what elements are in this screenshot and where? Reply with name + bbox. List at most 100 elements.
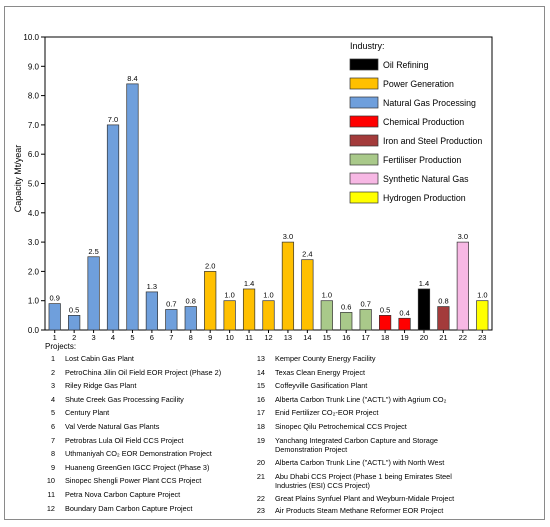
bar-value-label: 1.4 (419, 279, 429, 288)
bar-value-label: 1.0 (477, 291, 487, 300)
bar (379, 315, 392, 331)
bar-value-label: 0.5 (380, 305, 390, 314)
project-name: Texas Clean Energy Project (275, 367, 366, 377)
project-number: 5 (50, 408, 55, 418)
y-tick-label: 5.0 (28, 180, 40, 189)
bar (184, 306, 197, 331)
bar-value-label: 2.5 (88, 247, 98, 256)
project-number: 10 (46, 476, 55, 486)
y-tick-label: 7.0 (28, 121, 40, 130)
y-tick-label: 8.0 (28, 92, 40, 101)
bar-value-label: 3.0 (458, 232, 468, 241)
bar (320, 300, 333, 331)
project-number: 19 (256, 435, 265, 445)
legend-swatch (349, 115, 379, 128)
bar-value-label: 1.0 (224, 291, 234, 300)
projects-heading: Projects: (45, 342, 77, 351)
x-tick-label: 12 (264, 333, 272, 342)
bar (126, 83, 139, 331)
project-number: 18 (256, 422, 265, 431)
bar-value-label: 8.4 (127, 74, 137, 83)
legend-swatch (349, 58, 379, 71)
bar (281, 241, 295, 331)
bar-value-label: 2.0 (205, 261, 215, 270)
legend-label: Iron and Steel Production (383, 136, 482, 146)
y-tick-label: 0.0 (28, 326, 40, 335)
bar-value-label: 1.0 (263, 291, 273, 300)
project-number: 22 (256, 494, 265, 503)
project-name: Alberta Carbon Trunk Line ("ACTL") with … (275, 458, 445, 467)
x-tick-label: 5 (130, 333, 134, 342)
project-name: Petra Nova Carbon Capture Project (65, 490, 181, 499)
project-number: 9 (50, 462, 55, 472)
project-name: Century Plant (65, 408, 110, 418)
bar (262, 300, 275, 331)
legend-label: Synthetic Natural Gas (383, 174, 469, 184)
project-item: 16 Alberta Carbon Trunk Line ("ACTL") wit… (253, 395, 485, 404)
project-item: 17 Enid Fertilizer CO₂-EOR Project (253, 408, 485, 417)
project-name: Alberta Carbon Trunk Line ("ACTL") with … (275, 394, 447, 404)
legend-swatch (349, 153, 379, 166)
project-item: 7 Petrobras Lula Oil Field CCS Project (43, 436, 183, 445)
legend-label: Hydrogen Production (383, 193, 466, 203)
project-name: PetroChina Jilin Oil Field EOR Project (… (65, 367, 222, 377)
bar (417, 288, 431, 331)
bar-value-label: 7.0 (108, 115, 118, 124)
bar-value-label: 1.3 (147, 282, 157, 291)
x-tick-label: 4 (111, 333, 115, 342)
x-tick-label: 2 (72, 333, 76, 342)
y-tick-label: 9.0 (28, 62, 40, 71)
bar (48, 303, 61, 331)
y-tick-label: 2.0 (28, 267, 40, 276)
project-number: 23 (256, 506, 265, 515)
x-tick-label: 16 (342, 333, 350, 342)
x-tick-label: 17 (362, 333, 370, 342)
x-tick-label: 23 (478, 333, 486, 342)
bar (242, 288, 256, 331)
x-tick-label: 3 (92, 333, 96, 342)
project-name: Great Plains Synfuel Plant and Weyburn-M… (275, 494, 455, 503)
project-number: 2 (50, 367, 55, 377)
project-item: 10 Sinopec Shengli Power Plant CCS Projec… (43, 476, 201, 485)
bar-value-label: 0.6 (341, 302, 351, 311)
project-item: 21 Abu Dhabi CCS Project (Phase 1 being E… (253, 472, 485, 490)
project-name: Sinopec Shengli Power Plant CCS Project (65, 476, 202, 486)
x-tick-label: 1 (53, 333, 57, 342)
bar (340, 312, 353, 331)
legend-swatch (349, 134, 379, 147)
bar (145, 291, 158, 331)
y-axis-label: Capacity Mt/year (13, 145, 23, 213)
project-number: 14 (256, 367, 265, 377)
project-name: Petrobras Lula Oil Field CCS Project (65, 435, 184, 445)
x-tick-label: 18 (381, 333, 389, 342)
bar (165, 309, 178, 331)
bar (106, 124, 120, 331)
x-tick-label: 7 (169, 333, 173, 342)
x-tick-label: 9 (208, 333, 212, 342)
bar-value-label: 1.4 (244, 279, 254, 288)
project-item: 2 PetroChina Jilin Oil Field EOR Project … (43, 368, 221, 377)
x-tick-label: 15 (323, 333, 331, 342)
project-name: Shute Creek Gas Processing Facility (65, 394, 184, 404)
project-item: 4 Shute Creek Gas Processing Facility (43, 395, 184, 404)
project-item: 8 Uthmaniyah CO₂ EOR Demonstration Projec… (43, 449, 212, 458)
bar (359, 309, 372, 331)
project-item: 5 Century Plant (43, 408, 109, 417)
bar-value-label: 0.7 (166, 299, 176, 308)
project-name: Air Products Steam Methane Reformer EOR … (275, 506, 444, 515)
bar (476, 300, 489, 331)
project-number: 8 (50, 449, 55, 459)
bar (456, 241, 469, 331)
project-item: 11 Petra Nova Carbon Capture Project (43, 490, 180, 499)
project-item: 6 Val Verde Natural Gas Plants (43, 422, 159, 431)
project-number: 17 (256, 408, 265, 418)
legend-swatch (349, 77, 379, 90)
bar (204, 271, 217, 331)
project-number: 3 (50, 381, 55, 391)
x-tick-label: 10 (225, 333, 233, 342)
project-item: 12 Boundary Dam Carbon Capture Project (43, 504, 192, 513)
project-item: 20 Alberta Carbon Trunk Line ("ACTL") wit… (253, 458, 485, 467)
project-number: 7 (50, 435, 55, 445)
legend-label: Natural Gas Processing (383, 98, 476, 108)
